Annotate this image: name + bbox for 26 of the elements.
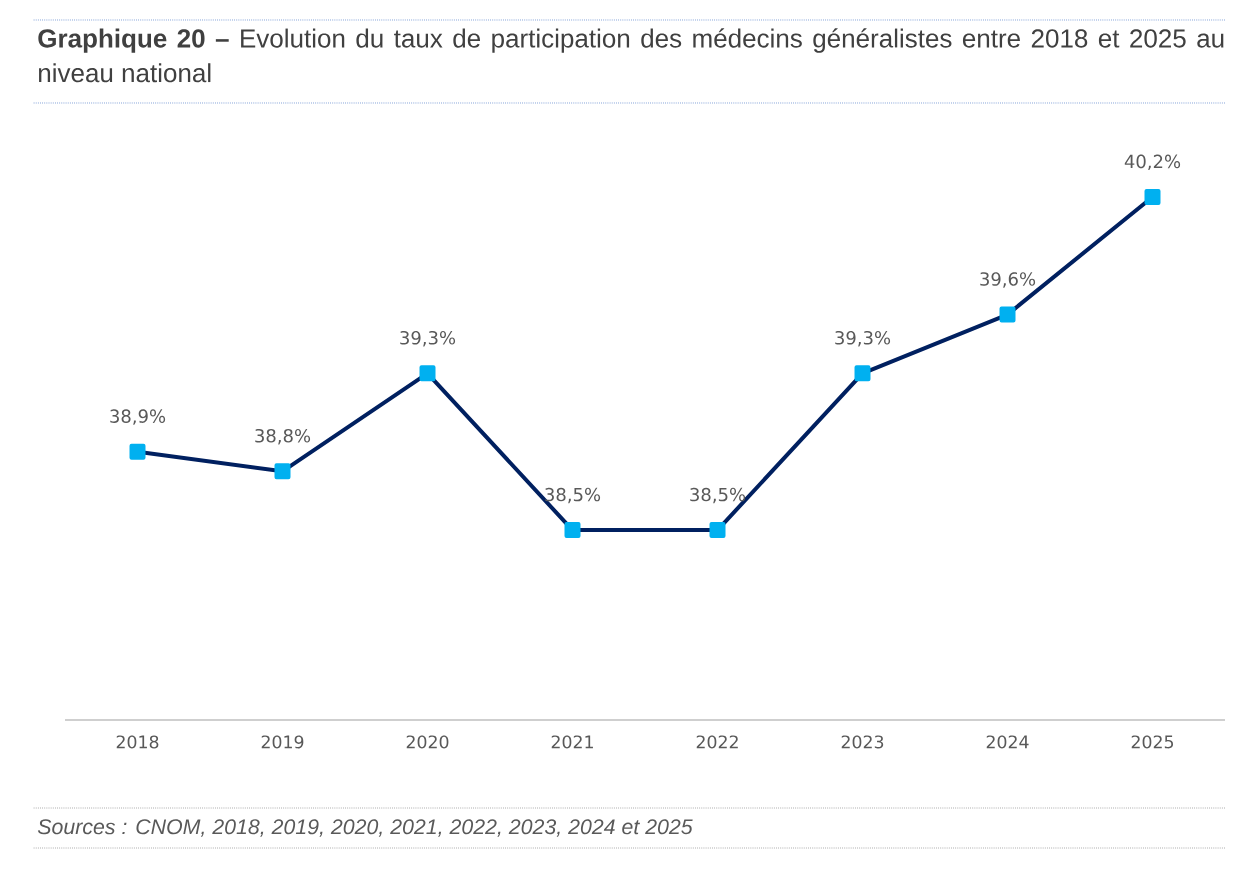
point [999,306,1016,323]
data-label: 38,5% [545,487,601,504]
data-label: 39,6% [980,272,1036,288]
chart-title: Graphique 20 – Evolution du taux de participation des médecins généralistes entre 2018 et 2025 au niveau national [38,28,1224,83]
x-tick-label: 2019 [261,735,304,749]
x-tick-label: 2022 [696,735,738,749]
x-tick-label: 2023 [841,735,884,749]
point [1144,188,1161,205]
point [564,522,581,539]
source-note: Sources : CNOM, 2018, 2019, 2020, 2021, 2022, 2023, 2024 et 2025 [37,819,693,837]
data-label: 39,3% [835,330,891,347]
x-tick-label: 2020 [406,735,449,749]
point [854,365,871,382]
point [129,443,146,460]
data-label: 38,8% [255,428,311,445]
data-label: 38,9% [110,409,166,425]
x-tick-label: 2024 [986,735,1029,749]
data-label: 39,3% [400,330,456,347]
x-tick-label: 2018 [116,735,159,749]
point [419,365,436,382]
x-tick-label: 2021 [551,735,593,749]
point [709,522,726,539]
point [274,463,291,480]
x-tick-label: 2025 [1131,735,1174,749]
data-label: 40,2% [1124,154,1181,171]
data-label: 38,5% [690,487,746,504]
